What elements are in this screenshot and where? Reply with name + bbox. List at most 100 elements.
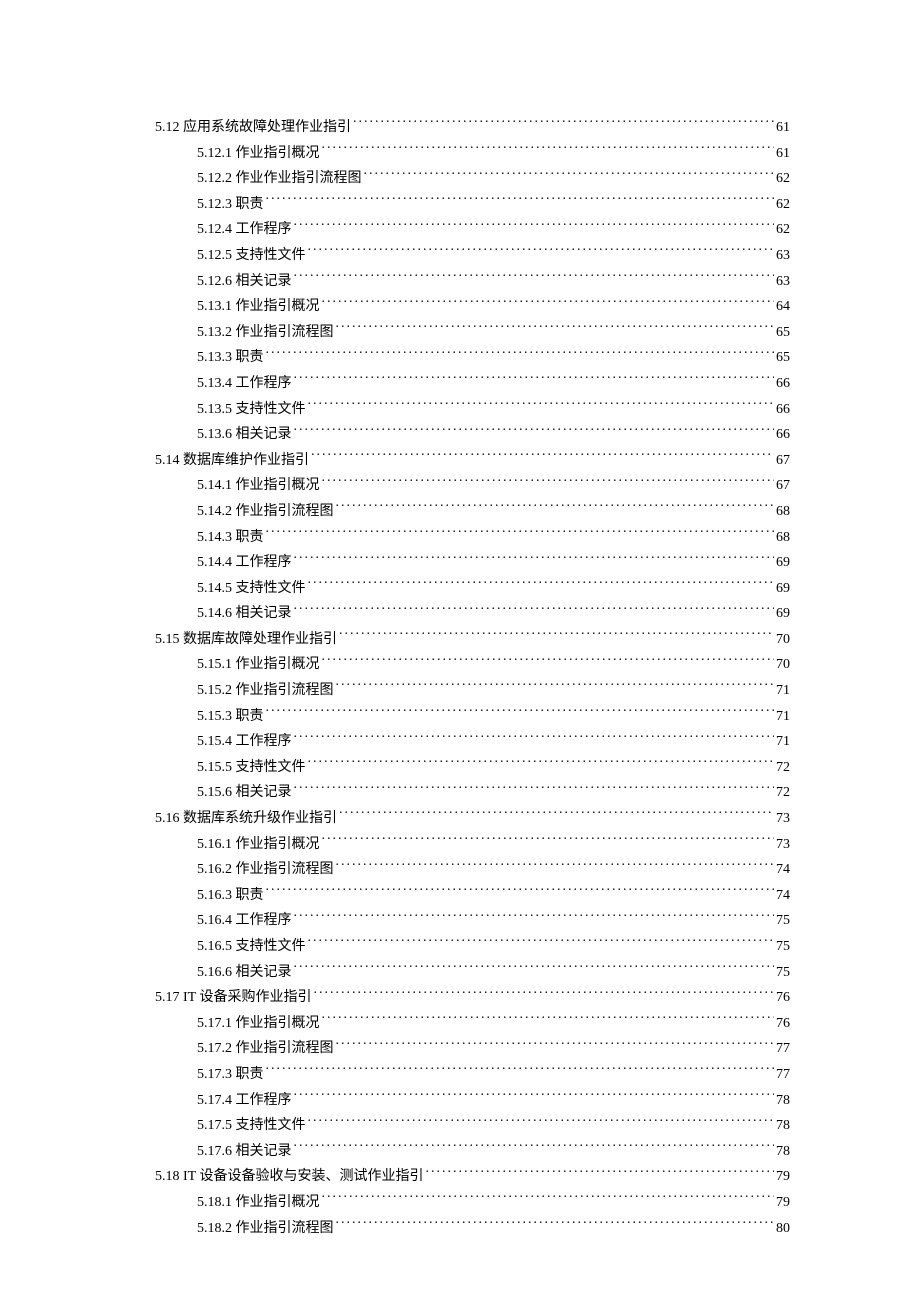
toc-entry-label: 5.16.3 职责 [197,883,264,909]
toc-dots [322,143,775,157]
toc-dots [322,834,775,848]
toc-dots [294,731,775,745]
toc-entry-label: 5.16.6 相关记录 [197,960,292,986]
toc-entry-page: 71 [776,704,790,730]
toc-dots [294,1141,775,1155]
toc-entry: 5.16 数据库系统升级作业指引73 [155,806,790,832]
toc-entry-page: 80 [776,1216,790,1242]
toc-entry-page: 66 [776,371,790,397]
toc-entry-page: 73 [776,832,790,858]
toc-dots [336,322,775,336]
toc-entry: 5.17 IT 设备采购作业指引76 [155,985,790,1011]
toc-entry: 5.16.4 工作程序75 [155,908,790,934]
toc-entry: 5.15.3 职责 71 [155,704,790,730]
toc-dots [322,1192,775,1206]
toc-dots [308,936,775,950]
toc-entry-page: 78 [776,1088,790,1114]
toc-dots [339,808,774,822]
toc-entry-label: 5.12.3 职责 [197,192,264,218]
toc-entry-page: 67 [776,448,790,474]
toc-entry: 5.13.2 作业指引流程图65 [155,320,790,346]
toc-entry: 5.15.4 工作程序 71 [155,729,790,755]
toc-dots [266,194,775,208]
toc-entry: 5.17.2 作业指引流程图 77 [155,1036,790,1062]
toc-entry-page: 63 [776,269,790,295]
toc-entry-page: 75 [776,908,790,934]
toc-entry: 5.16.2 作业指引流程图 74 [155,857,790,883]
toc-dots [294,373,775,387]
toc-entry: 5.18.2 作业指引流程图80 [155,1216,790,1242]
toc-entry: 5.12 应用系统故障处理作业指引61 [155,115,790,141]
toc-dots [294,910,775,924]
toc-entry-label: 5.13.1 作业指引概况 [197,294,320,320]
toc-entry-label: 5.17.2 作业指引流程图 [197,1036,334,1062]
toc-entry-page: 76 [776,1011,790,1037]
toc-entry: 5.14 数据库维护作业指引 67 [155,448,790,474]
toc-entry-page: 75 [776,960,790,986]
toc-entry: 5.12.4 工作程序62 [155,217,790,243]
toc-entry-page: 70 [776,627,790,653]
toc-entry-label: 5.12.6 相关记录 [197,269,292,295]
toc-entry-page: 71 [776,729,790,755]
toc-entry-page: 65 [776,320,790,346]
toc-dots [322,475,775,489]
toc-entry: 5.17.4 工作程序78 [155,1088,790,1114]
toc-entry-page: 72 [776,755,790,781]
toc-entry: 5.12.3 职责62 [155,192,790,218]
toc-entry: 5.15.1 作业指引概况70 [155,652,790,678]
toc-entry-page: 79 [776,1190,790,1216]
toc-entry: 5.17.6 相关记录78 [155,1139,790,1165]
toc-entry-page: 64 [776,294,790,320]
toc-entry: 5.13.5 支持性文件66 [155,397,790,423]
toc-entry-page: 74 [776,857,790,883]
toc-entry-label: 5.12 应用系统故障处理作业指引 [155,115,351,141]
toc-dots [313,987,774,1001]
toc-entry-label: 5.14 数据库维护作业指引 [155,448,309,474]
toc-dots [308,245,775,259]
toc-dots [308,1115,775,1129]
toc-entry: 5.17.3 职责77 [155,1062,790,1088]
toc-entry-page: 75 [776,934,790,960]
toc-entry-page: 63 [776,243,790,269]
toc-entry: 5.12.1 作业指引概况61 [155,141,790,167]
toc-entry: 5.16.1 作业指引概况73 [155,832,790,858]
toc-dots [322,654,775,668]
toc-entry-label: 5.14.3 职责 [197,525,264,551]
toc-entry: 5.12.6 相关记录 63 [155,269,790,295]
toc-dots [308,578,775,592]
toc-dots [336,680,775,694]
toc-dots [266,706,775,720]
toc-entry-label: 5.15.6 相关记录 [197,780,292,806]
toc-entry: 5.12.5 支持性文件 63 [155,243,790,269]
toc-dots [294,271,775,285]
toc-entry: 5.14.4 工作程序69 [155,550,790,576]
toc-dots [364,168,775,182]
toc-dots [425,1166,774,1180]
toc-entry-page: 72 [776,780,790,806]
toc-entry: 5.14.6 相关记录69 [155,601,790,627]
toc-entry-label: 5.16.2 作业指引流程图 [197,857,334,883]
toc-entry: 5.16.3 职责74 [155,883,790,909]
toc-entry-label: 5.16.5 支持性文件 [197,934,306,960]
toc-entry-label: 5.12.4 工作程序 [197,217,292,243]
toc-entry-label: 5.15.5 支持性文件 [197,755,306,781]
toc-entry-page: 69 [776,576,790,602]
toc-entry-label: 5.14.2 作业指引流程图 [197,499,334,525]
toc-entry: 5.14.1 作业指引概况 67 [155,473,790,499]
toc-entry-page: 77 [776,1036,790,1062]
toc-entry-label: 5.12.5 支持性文件 [197,243,306,269]
toc-entry-label: 5.13.6 相关记录 [197,422,292,448]
toc-entry: 5.13.6 相关记录66 [155,422,790,448]
toc-entry-label: 5.15.4 工作程序 [197,729,292,755]
toc-entry-label: 5.14.1 作业指引概况 [197,473,320,499]
toc-dots [266,1064,775,1078]
toc-dots [336,859,775,873]
toc-entry-label: 5.17.6 相关记录 [197,1139,292,1165]
toc-entry-label: 5.13.3 职责 [197,345,264,371]
toc-entry-label: 5.15.3 职责 [197,704,264,730]
toc-entry-label: 5.15.1 作业指引概况 [197,652,320,678]
toc-entry-page: 67 [776,473,790,499]
toc-dots [266,527,775,541]
toc-entry-label: 5.12.2 作业作业指引流程图 [197,166,362,192]
toc-entry-page: 69 [776,550,790,576]
